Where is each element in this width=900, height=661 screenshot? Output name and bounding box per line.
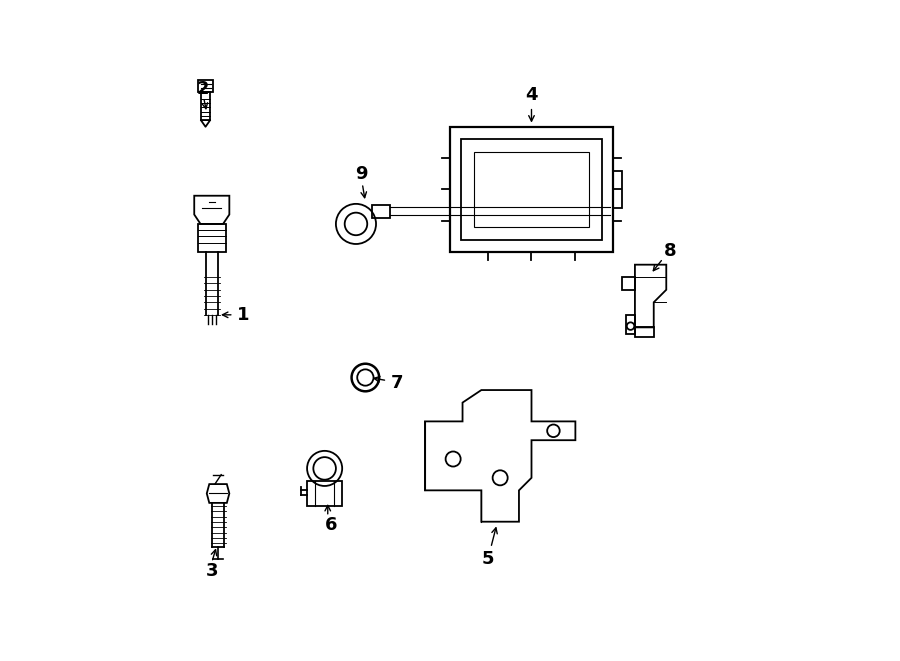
Text: 7: 7 (391, 373, 403, 391)
Text: 4: 4 (526, 87, 537, 104)
Text: 3: 3 (205, 562, 218, 580)
Text: 2: 2 (196, 80, 209, 98)
Text: 5: 5 (482, 551, 494, 568)
Text: 8: 8 (664, 242, 677, 260)
Text: 9: 9 (355, 165, 367, 183)
Text: 6: 6 (325, 516, 338, 534)
Text: 1: 1 (237, 306, 249, 324)
